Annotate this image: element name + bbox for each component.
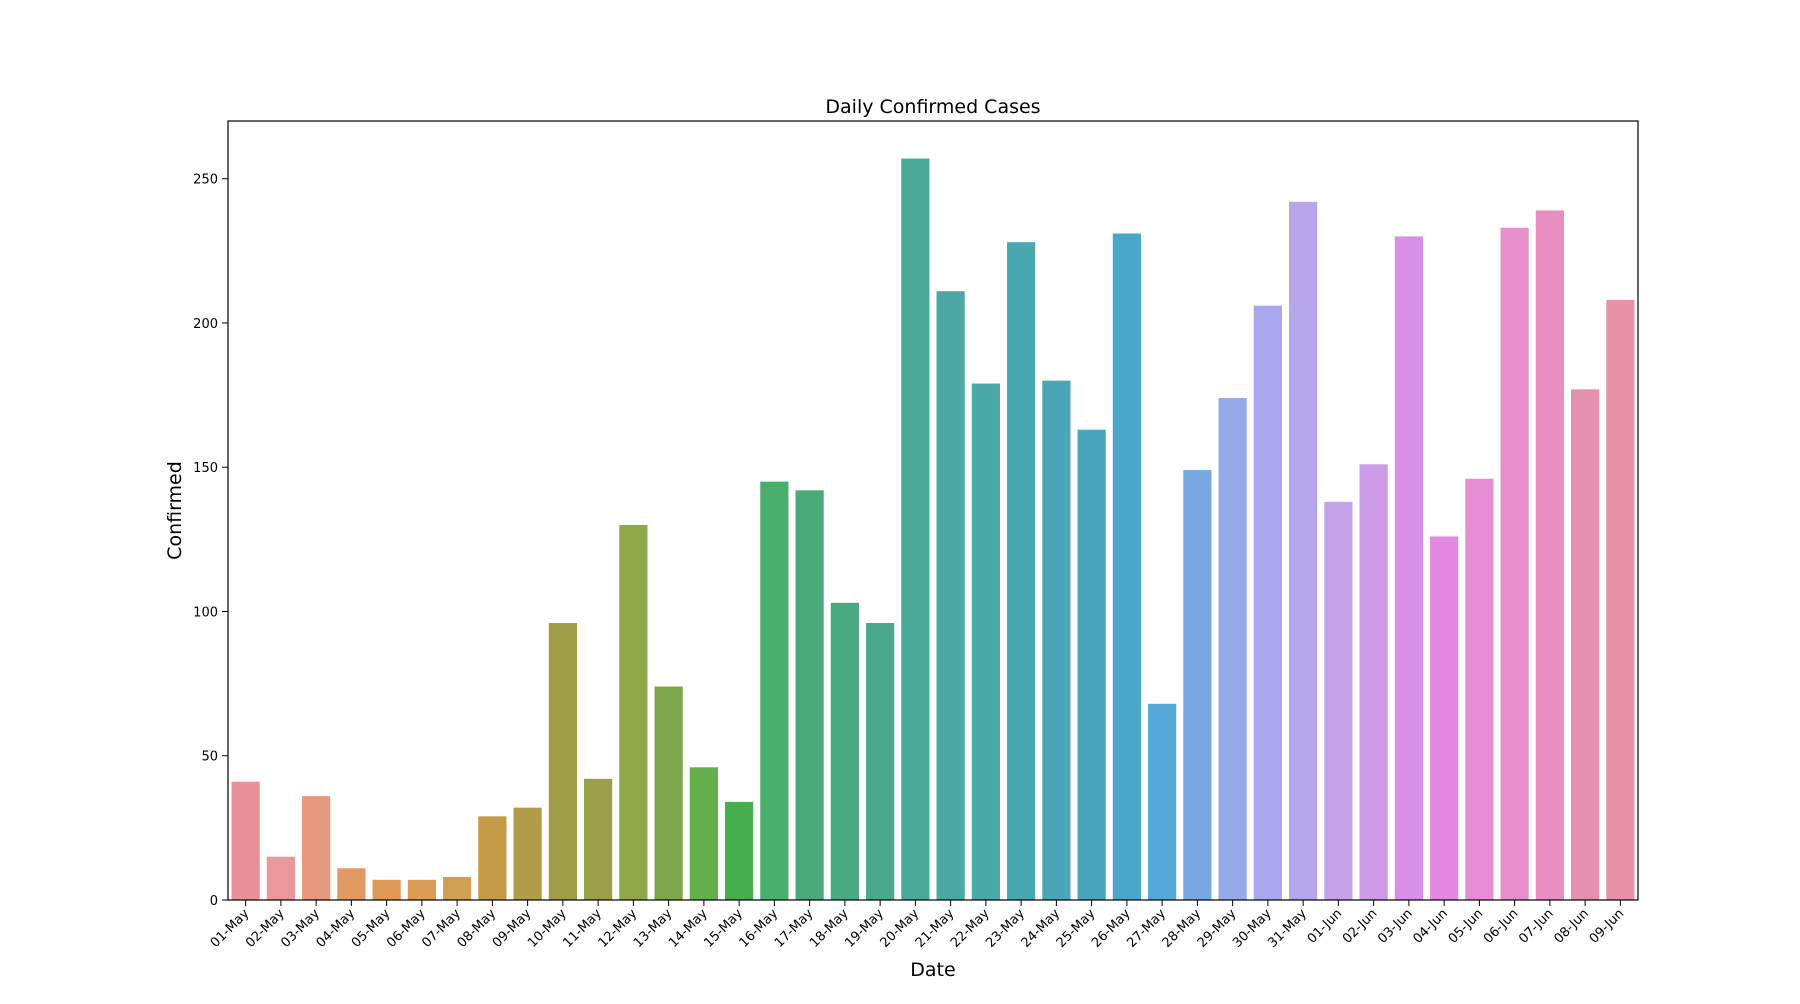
x-tick-label: 01-Jun xyxy=(1305,906,1346,947)
bar-16-May xyxy=(760,481,789,900)
x-axis-ticks: 01-May02-May03-May04-May05-May06-May07-M… xyxy=(208,900,1627,951)
bar-11-May xyxy=(584,778,613,900)
bars-layer xyxy=(231,158,1635,901)
bar-12-May xyxy=(619,524,648,900)
bar-07-May xyxy=(443,876,472,900)
bar-19-May xyxy=(866,623,895,900)
y-tick-label: 250 xyxy=(193,173,218,188)
bar-24-May xyxy=(1042,380,1071,901)
bar-08-May xyxy=(478,816,507,900)
bar-29-May xyxy=(1218,397,1247,900)
bar-09-May xyxy=(513,807,542,900)
bar-28-May xyxy=(1183,470,1212,900)
y-tick-label: 200 xyxy=(193,317,218,332)
x-tick-label: 06-Jun xyxy=(1481,906,1522,947)
bar-25-May xyxy=(1077,429,1106,900)
bar-14-May xyxy=(689,767,718,900)
bar-04-May xyxy=(337,868,366,900)
bar-03-May xyxy=(302,796,331,900)
bar-23-May xyxy=(1007,242,1036,900)
y-tick-label: 150 xyxy=(193,461,218,476)
bar-08-Jun xyxy=(1571,389,1600,900)
plot-frame xyxy=(227,120,1639,901)
x-tick-label: 05-Jun xyxy=(1446,906,1487,947)
bar-06-May xyxy=(407,879,436,900)
y-tick-label: 50 xyxy=(201,750,218,765)
x-tick-label: 31-May xyxy=(1265,906,1310,951)
x-axis-title: Date xyxy=(910,959,955,981)
y-axis-title: Confirmed xyxy=(164,461,186,560)
x-tick-label: 07-Jun xyxy=(1516,906,1557,947)
bar-06-Jun xyxy=(1500,227,1529,901)
bar-15-May xyxy=(725,801,754,900)
bar-17-May xyxy=(795,490,824,900)
bar-31-May xyxy=(1289,201,1318,901)
bar-01-Jun xyxy=(1324,501,1353,900)
y-tick-label: 0 xyxy=(210,894,218,909)
bar-27-May xyxy=(1148,703,1177,900)
bar-30-May xyxy=(1253,305,1282,900)
bar-21-May xyxy=(936,291,965,900)
bar-26-May xyxy=(1112,233,1141,900)
bar-02-Jun xyxy=(1359,464,1388,900)
bar-05-May xyxy=(372,879,401,900)
x-tick-label: 02-Jun xyxy=(1340,906,1381,947)
bar-18-May xyxy=(830,602,859,900)
bar-10-May xyxy=(548,623,577,900)
bar-22-May xyxy=(971,383,1000,900)
y-axis-ticks: 0 50 100 150 200 250 xyxy=(193,173,228,909)
y-tick-label: 100 xyxy=(193,605,218,620)
bar-20-May xyxy=(901,158,930,901)
bar-13-May xyxy=(654,686,683,900)
bar-04-Jun xyxy=(1430,536,1459,900)
x-tick-label: 03-Jun xyxy=(1375,906,1416,947)
x-tick-label: 04-Jun xyxy=(1410,906,1451,947)
bar-01-May xyxy=(231,781,260,900)
bar-02-May xyxy=(266,856,295,900)
bar-09-Jun xyxy=(1606,299,1635,900)
x-tick-label: 08-Jun xyxy=(1551,906,1592,947)
x-tick-label: 09-Jun xyxy=(1587,906,1628,947)
chart-title: Daily Confirmed Cases xyxy=(825,96,1040,118)
bar-07-Jun xyxy=(1535,210,1564,900)
bar-05-Jun xyxy=(1465,478,1494,900)
bar-03-Jun xyxy=(1394,236,1423,900)
